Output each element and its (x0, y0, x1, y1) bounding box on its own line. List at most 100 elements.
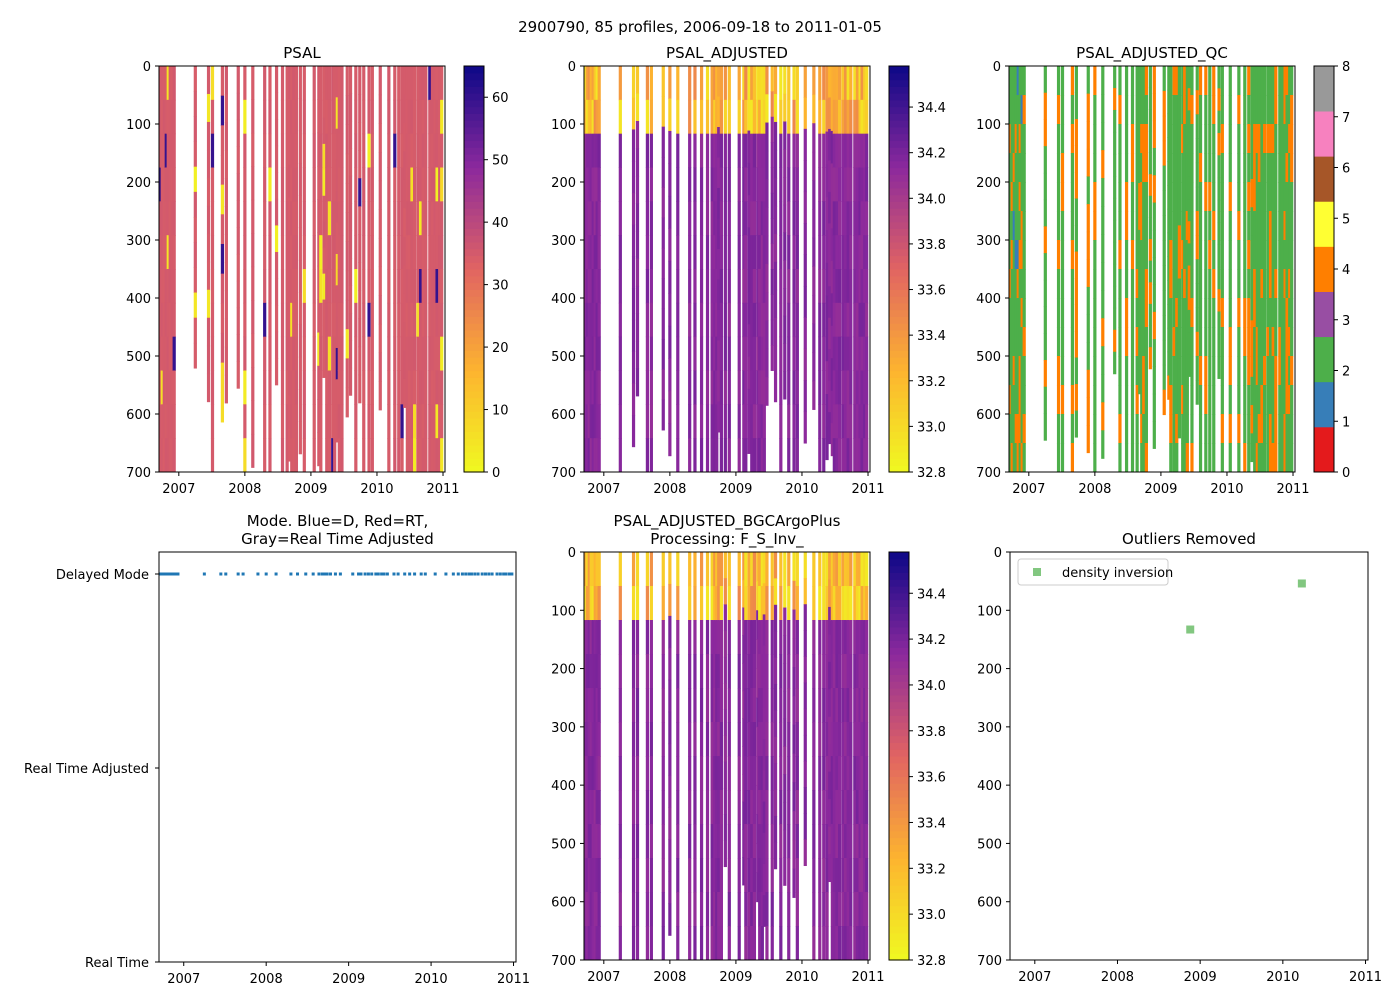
chart-psal-bgc-profile-cell (618, 722, 622, 757)
chart-psal-adjusted-qc-profile-cell (1290, 298, 1294, 328)
chart-psal-bgc-profile-cell (705, 654, 710, 689)
chart-psal-profile-cell (325, 336, 329, 371)
chart-psal-profile-cell (340, 99, 344, 135)
chart-psal-adjusted-qc-profile-cell (1070, 356, 1075, 386)
chart-outliers-xtick-label: 2010 (1266, 970, 1299, 985)
chart-psal-bgc-profile-cell (584, 824, 587, 859)
chart-psal-adjusted-qc-profile-cell (1056, 95, 1061, 125)
chart-psal-adjusted-qc-profile-cell (1022, 414, 1026, 444)
chart-psal-colorbar-band (464, 262, 484, 270)
chart-psal-bgc-profile-cell (803, 734, 807, 762)
chart-psal-adjusted-qc-profile-cell (1012, 95, 1016, 125)
chart-psal-adjusted-profile-cell (762, 370, 766, 405)
chart-psal-adjusted-qc-profile-cell (1060, 153, 1065, 183)
chart-psal-bgc-profile-cell (688, 756, 692, 791)
chart-psal-adjusted-qc-profile-cell (1162, 165, 1166, 191)
chart-psal-adjusted-profile-cell (593, 404, 597, 439)
chart-psal-adjusted-qc-profile-cell (1056, 124, 1061, 154)
chart-psal-adjusted-qc-colorbar-tick-label: 0 (1342, 466, 1350, 481)
chart-psal-profile-cell (428, 302, 432, 338)
chart-psal-profile-cell (410, 269, 414, 304)
chart-psal-profile-cell (322, 143, 326, 171)
chart-psal-profile-cell (288, 98, 292, 133)
chart-psal-adjusted-profile-cell (587, 438, 591, 472)
chart-psal-adjusted-qc-profile-cell (1135, 356, 1139, 386)
chart-psal-adjusted-profile-cell (803, 160, 807, 193)
figure-suptitle: 2900790, 85 profiles, 2006-09-18 to 2011… (518, 18, 882, 36)
chart-psal-adjusted-profile-cell (742, 99, 746, 135)
chart-psal-adjusted-qc-profile-cell (1285, 385, 1289, 415)
chart-psal-adjusted-profile-cell (860, 438, 864, 472)
chart-psal-adjusted-profile-cell (744, 269, 748, 304)
chart-psal-adjusted-profile-cell (597, 404, 601, 439)
chart-psal-adjusted-qc-profile-cell (1181, 356, 1185, 386)
chart-psal-bgc-profile-cell (828, 744, 832, 773)
chart-psal-bgc-profile-cell (717, 654, 721, 689)
chart-psal-profile-cell (410, 370, 414, 405)
chart-psal-adjusted-qc-profile-cell (1152, 229, 1156, 258)
chart-psal-bgc-profile-cell (787, 722, 791, 757)
chart-psal-adjusted-qc-profile-cell (1009, 327, 1012, 357)
chart-psal-adjusted-qc-profile-cell (1113, 131, 1117, 155)
chart-psal-profile-cell (413, 66, 417, 101)
chart-psal-adjusted-qc-profile-cell (1130, 385, 1135, 415)
chart-psal-profile-cell (274, 331, 279, 359)
chart-psal-adjusted-profile-cell (849, 370, 853, 405)
chart-psal-adjusted-qc-profile-cell (1285, 95, 1289, 125)
chart-psal-profile-cell (298, 195, 302, 229)
chart-psal-bgc-profile-cell (773, 657, 778, 685)
chart-psal-bgc-profile-cell (853, 654, 857, 689)
chart-psal-bgc-profile-cell (855, 586, 860, 621)
chart-psal-adjusted-profile-cell (723, 404, 727, 439)
chart-psal-adjusted-qc-profile-cell (1056, 443, 1061, 472)
chart-psal-adjusted-profile-cell (717, 248, 721, 280)
chart-psal-profile-cell (160, 302, 164, 338)
chart-psal-profile-cell (285, 336, 289, 371)
chart-psal-bgc-profile-cell (705, 620, 710, 655)
chart-psal-profile-cell (317, 232, 321, 267)
chart-psal-adjusted-qc-profile-cell (1266, 124, 1270, 154)
chart-psal-profile-cell (206, 233, 211, 263)
chart-psal-profile-cell (162, 370, 166, 405)
chart-psal-adjusted-qc-profile-cell (1255, 356, 1259, 386)
chart-psal-adjusted-profile-cell (860, 404, 864, 439)
chart-psal-adjusted-profile-cell (693, 201, 697, 236)
chart-psal-adjusted-profile-cell (865, 99, 869, 135)
chart-mode-point (473, 572, 477, 576)
chart-mode-point (376, 572, 380, 576)
chart-psal-adjusted-qc-profile-cell (1228, 66, 1232, 96)
chart-psal-adjusted-colorbar-band (889, 120, 909, 128)
chart-psal-adjusted-frame (583, 65, 871, 473)
chart-psal-bgc-colorbar-band (889, 620, 909, 628)
chart-psal-bgc-profile-cell (865, 654, 869, 689)
chart-psal-profile-cell (358, 122, 362, 151)
chart-psal-adjusted-qc-profile-cell (1250, 235, 1254, 265)
chart-psal-profile-cell (333, 336, 337, 371)
chart-psal-adjusted-profile-cell (779, 269, 783, 304)
chart-psal-profile-cell (166, 167, 170, 202)
chart-psal-colorbar-band (464, 397, 484, 405)
chart-psal-adjusted-qc-profile-cell (1175, 356, 1179, 386)
chart-psal-adjusted-profile-cell (635, 120, 640, 149)
chart-psal-adjusted-qc-profile-cell (1130, 124, 1135, 154)
chart-psal-adjusted-qc-profile-cell (1016, 356, 1020, 386)
chart-psal-bgc-xtick-label: 2008 (653, 970, 686, 985)
chart-psal-adjusted-profile-cell (783, 149, 787, 178)
chart-psal-colorbar-band (464, 255, 484, 263)
chart-psal-adjusted-qc-profile-cell (1012, 356, 1016, 386)
chart-psal-adjusted-qc-profile-cell (1175, 211, 1179, 241)
chart-psal-bgc-profile-cell (846, 552, 850, 587)
chart-psal-adjusted-qc-profile-cell (1237, 124, 1241, 154)
chart-psal-adjusted-profile-cell (825, 426, 829, 461)
chart-psal-adjusted-colorbar-band (889, 174, 909, 182)
chart-psal-adjusted-profile-cell (795, 99, 799, 135)
chart-psal-adjusted-qc-ytick-label: 300 (976, 234, 1001, 249)
chart-psal-adjusted-qc-profile-cell (1177, 92, 1182, 120)
chart-psal-profile-cell (428, 99, 432, 135)
chart-psal-adjusted-ytick-label: 100 (551, 118, 576, 133)
chart-psal-profile-cell (413, 167, 417, 202)
chart-psal-adjusted-qc-profile-cell (1217, 266, 1221, 290)
chart-psal-bgc-profile-cell (843, 892, 848, 927)
chart-psal-bgc-profile-cell (832, 892, 836, 927)
chart-psal-adjusted-qc-profile-cell (1056, 298, 1061, 328)
